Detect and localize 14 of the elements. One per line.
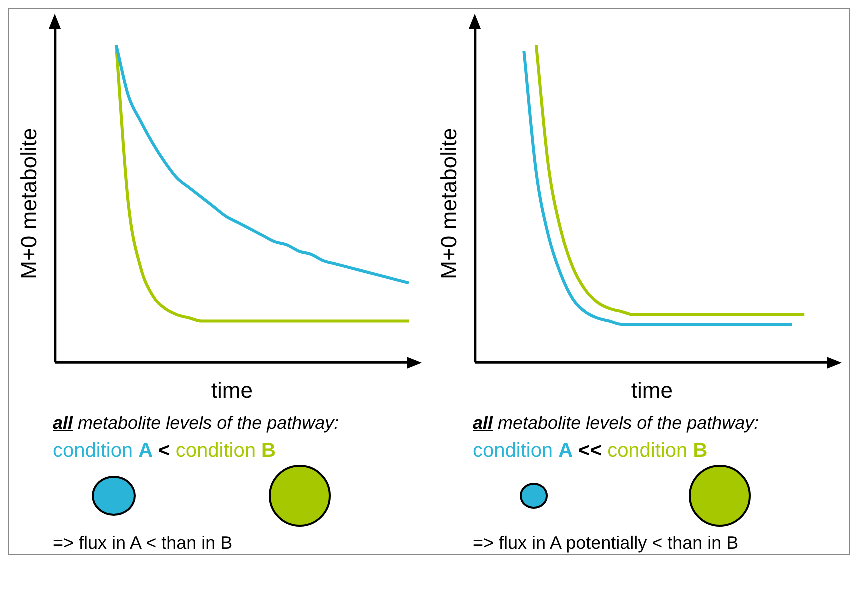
y-axis-title: M+0 metabolite	[16, 128, 42, 280]
text: <<	[578, 440, 602, 462]
text: all metabolite levels of the pathway:	[472, 413, 760, 434]
x-axis-title: time	[631, 378, 673, 403]
text: condition A	[473, 440, 574, 462]
text: condition A	[53, 440, 154, 462]
text: all metabolite levels of the pathway:	[52, 413, 340, 434]
y-axis-title: M+0 metabolite	[436, 128, 462, 280]
text: condition B	[176, 440, 276, 462]
x-axis-title: time	[211, 378, 253, 403]
text: => flux in A potentially < than in B	[472, 533, 740, 554]
text: => flux in A < than in B	[52, 533, 234, 554]
text: condition B	[608, 440, 708, 462]
text: <	[158, 440, 170, 462]
